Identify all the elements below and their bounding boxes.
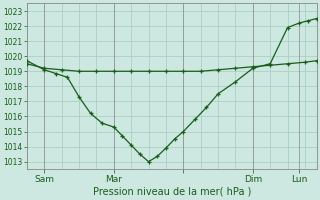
X-axis label: Pression niveau de la mer( hPa ): Pression niveau de la mer( hPa ) — [92, 187, 251, 197]
